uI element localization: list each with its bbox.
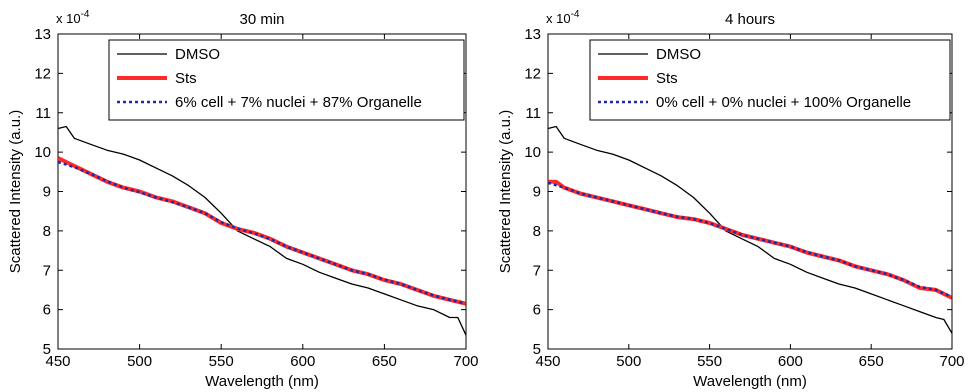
y-tick-label: 6 bbox=[43, 302, 51, 319]
y-tick-label: 12 bbox=[524, 65, 541, 82]
chart-title: 4 hours bbox=[725, 11, 775, 28]
chart-panel-1: 30 min x 10-4 450 500 550 600 650 700 5 6 7 8 9 10 11 1… bbox=[7, 9, 479, 390]
y-scale-base: x 10 bbox=[56, 11, 81, 26]
x-tick-label: 450 bbox=[535, 353, 560, 370]
y-tick-label: 9 bbox=[43, 184, 51, 201]
y-tick-label: 10 bbox=[34, 144, 51, 161]
x-tick-label: 600 bbox=[778, 353, 803, 370]
y-axis-label: Scattered Intensity (a.u.) bbox=[497, 110, 514, 273]
y-tick-label: 11 bbox=[525, 105, 541, 122]
y-tick-label: 11 bbox=[35, 105, 51, 122]
legend: DMSO Sts 6% cell + 7% nuclei + 87% Organel… bbox=[108, 39, 465, 121]
legend-box bbox=[108, 39, 465, 121]
legend-label-3: 0% cell + 0% nuclei + 100% Organelle bbox=[656, 94, 911, 111]
legend: DMSO Sts 0% cell + 0% nuclei + 100% Organe… bbox=[589, 39, 951, 121]
legend-box bbox=[589, 39, 951, 121]
y-tick-label: 10 bbox=[524, 144, 541, 161]
series-line-3 bbox=[548, 181, 952, 299]
y-tick-label: 13 bbox=[524, 26, 541, 43]
legend-label-1: DMSO bbox=[175, 46, 220, 63]
y-tick-label: 8 bbox=[533, 223, 541, 240]
x-tick-label: 550 bbox=[697, 353, 722, 370]
x-axis-label: Wavelength (nm) bbox=[693, 373, 807, 390]
y-scale-multiplier: x 10-4 bbox=[546, 9, 580, 26]
chart-title: 30 min bbox=[239, 11, 284, 28]
x-tick-label: 500 bbox=[127, 353, 152, 370]
series-line-1 bbox=[58, 125, 466, 336]
x-tick-label: 600 bbox=[290, 353, 315, 370]
y-scale-exponent: -4 bbox=[81, 9, 90, 20]
x-tick-label: 700 bbox=[939, 353, 964, 370]
x-axis-label: Wavelength (nm) bbox=[205, 373, 319, 390]
x-tick-label: 500 bbox=[616, 353, 641, 370]
legend-label-3: 6% cell + 7% nuclei + 87% Organelle bbox=[175, 94, 422, 111]
x-tick-label: 550 bbox=[209, 353, 234, 370]
y-tick-label: 5 bbox=[533, 341, 541, 358]
y-scale-multiplier: x 10-4 bbox=[56, 9, 90, 26]
x-tick-label: 650 bbox=[859, 353, 884, 370]
y-axis-label: Scattered Intensity (a.u.) bbox=[7, 110, 24, 273]
y-tick-label: 5 bbox=[43, 341, 51, 358]
x-tick-label: 450 bbox=[45, 353, 70, 370]
series-line-1 bbox=[548, 125, 952, 334]
y-tick-label: 8 bbox=[43, 223, 51, 240]
legend-label-2: Sts bbox=[175, 70, 197, 87]
chart-panel-2: 4 hours x 10-4 450 500 550 600 650 700 5 6 7 8 9 10 11… bbox=[497, 9, 965, 390]
y-tick-label: 6 bbox=[533, 302, 541, 319]
x-tick-label: 650 bbox=[372, 353, 397, 370]
y-tick-label: 9 bbox=[533, 184, 541, 201]
series-line-2 bbox=[58, 156, 466, 306]
x-tick-label: 700 bbox=[453, 353, 478, 370]
y-tick-label: 7 bbox=[43, 262, 51, 279]
y-tick-label: 12 bbox=[34, 65, 51, 82]
y-tick-label: 7 bbox=[533, 262, 541, 279]
legend-label-1: DMSO bbox=[656, 46, 701, 63]
y-tick-label: 13 bbox=[34, 26, 51, 43]
series-line-3 bbox=[58, 160, 466, 305]
y-scale-base: x 10 bbox=[546, 11, 571, 26]
legend-label-2: Sts bbox=[656, 70, 678, 87]
y-scale-exponent: -4 bbox=[571, 9, 580, 20]
